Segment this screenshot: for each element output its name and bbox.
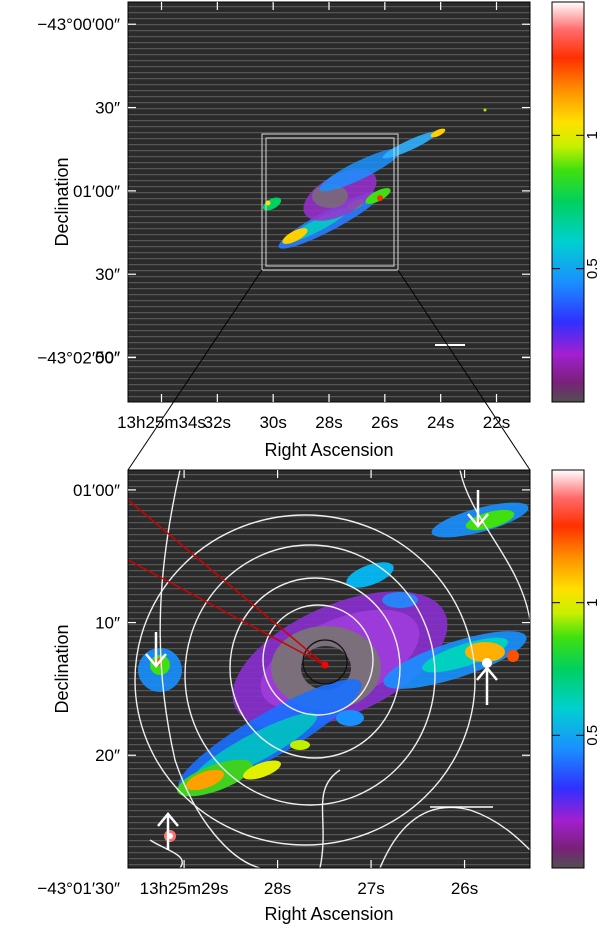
bottom-x-tick-label: 26s [451,879,478,898]
top-y-tick-label: −43°00′00″ [37,15,120,34]
bottom-y-tick-label: 01′00″ [73,481,120,500]
bottom-colorbar [551,469,585,869]
zoom-box-inner [265,137,395,267]
bottom-x-ticks: 13h25m29s 28s 27s 26s [140,470,478,898]
top-x-tick-label: 30s [259,413,286,432]
top-colorbar-tick-label: 1 [584,131,600,139]
arrow-up-bottom [157,812,179,850]
top-y-axis-label: Declination [52,157,72,246]
top-x-tick-label: 28s [315,413,342,432]
top-colorbar-tick-label: 0.5 [584,258,600,279]
bottom-x-tick-label: 27s [357,879,384,898]
top-x-tick-label: 24s [427,413,454,432]
bottom-y-tick-label: 20″ [95,746,120,765]
bottom-plot-frame [127,469,531,869]
bottom-x-axis-label: Right Ascension [264,904,393,924]
bottom-x-tick-label: 13h25m29s [140,879,229,898]
zoom-connector-left [127,269,263,471]
top-x-tick-label: 22s [483,413,510,432]
top-y-tick-label: 01′00″ [73,182,120,201]
top-x-tick-label: 32s [204,413,231,432]
top-x-axis-label: Right Ascension [264,440,393,460]
bottom-y-tick-label: −43°01′30″ [37,879,120,898]
bottom-y-tick-label: 10″ [95,614,120,633]
top-x-tick-label: 13h25m34s [117,413,206,432]
top-emission-map [262,108,487,249]
top-y-tick-label: −43°02′00″ [37,349,120,368]
bottom-emission-map [128,470,530,868]
arrow-down-left [145,632,167,668]
bottom-colorbar-tick-label: 0.5 [584,725,600,746]
bottom-y-tick-label: 50″ [95,348,120,367]
zoom-connector-right [397,269,531,471]
top-colorbar-ticks: 0.51 [552,131,600,279]
bottom-panel: 13h25m29s 28s 27s 26s 50″ 01′00″ 10″ 20″ −43°01… [37,348,600,924]
bottom-colorbar-ticks: 0.51 [552,598,600,746]
bottom-x-tick-label: 28s [264,879,291,898]
bottom-y-ticks: 50″ 01′00″ 10″ 20″ −43°01′30″ [37,348,530,898]
arrow-down-upper-right [467,490,489,528]
top-y-ticks: −43°00′00″ 30″ 01′00″ 30″ −43°02′00″ [37,15,530,368]
top-y-tick-label: 30″ [95,99,120,118]
zoom-box-outer [261,133,399,271]
top-colorbar [551,1,585,403]
top-y-tick-label: 30″ [95,265,120,284]
top-x-tick-label: 26s [371,413,398,432]
arrow-markers [145,490,498,850]
bottom-colorbar-tick-label: 1 [584,598,600,606]
bottom-y-axis-label: Declination [52,624,72,713]
arrow-up-right [476,666,498,705]
